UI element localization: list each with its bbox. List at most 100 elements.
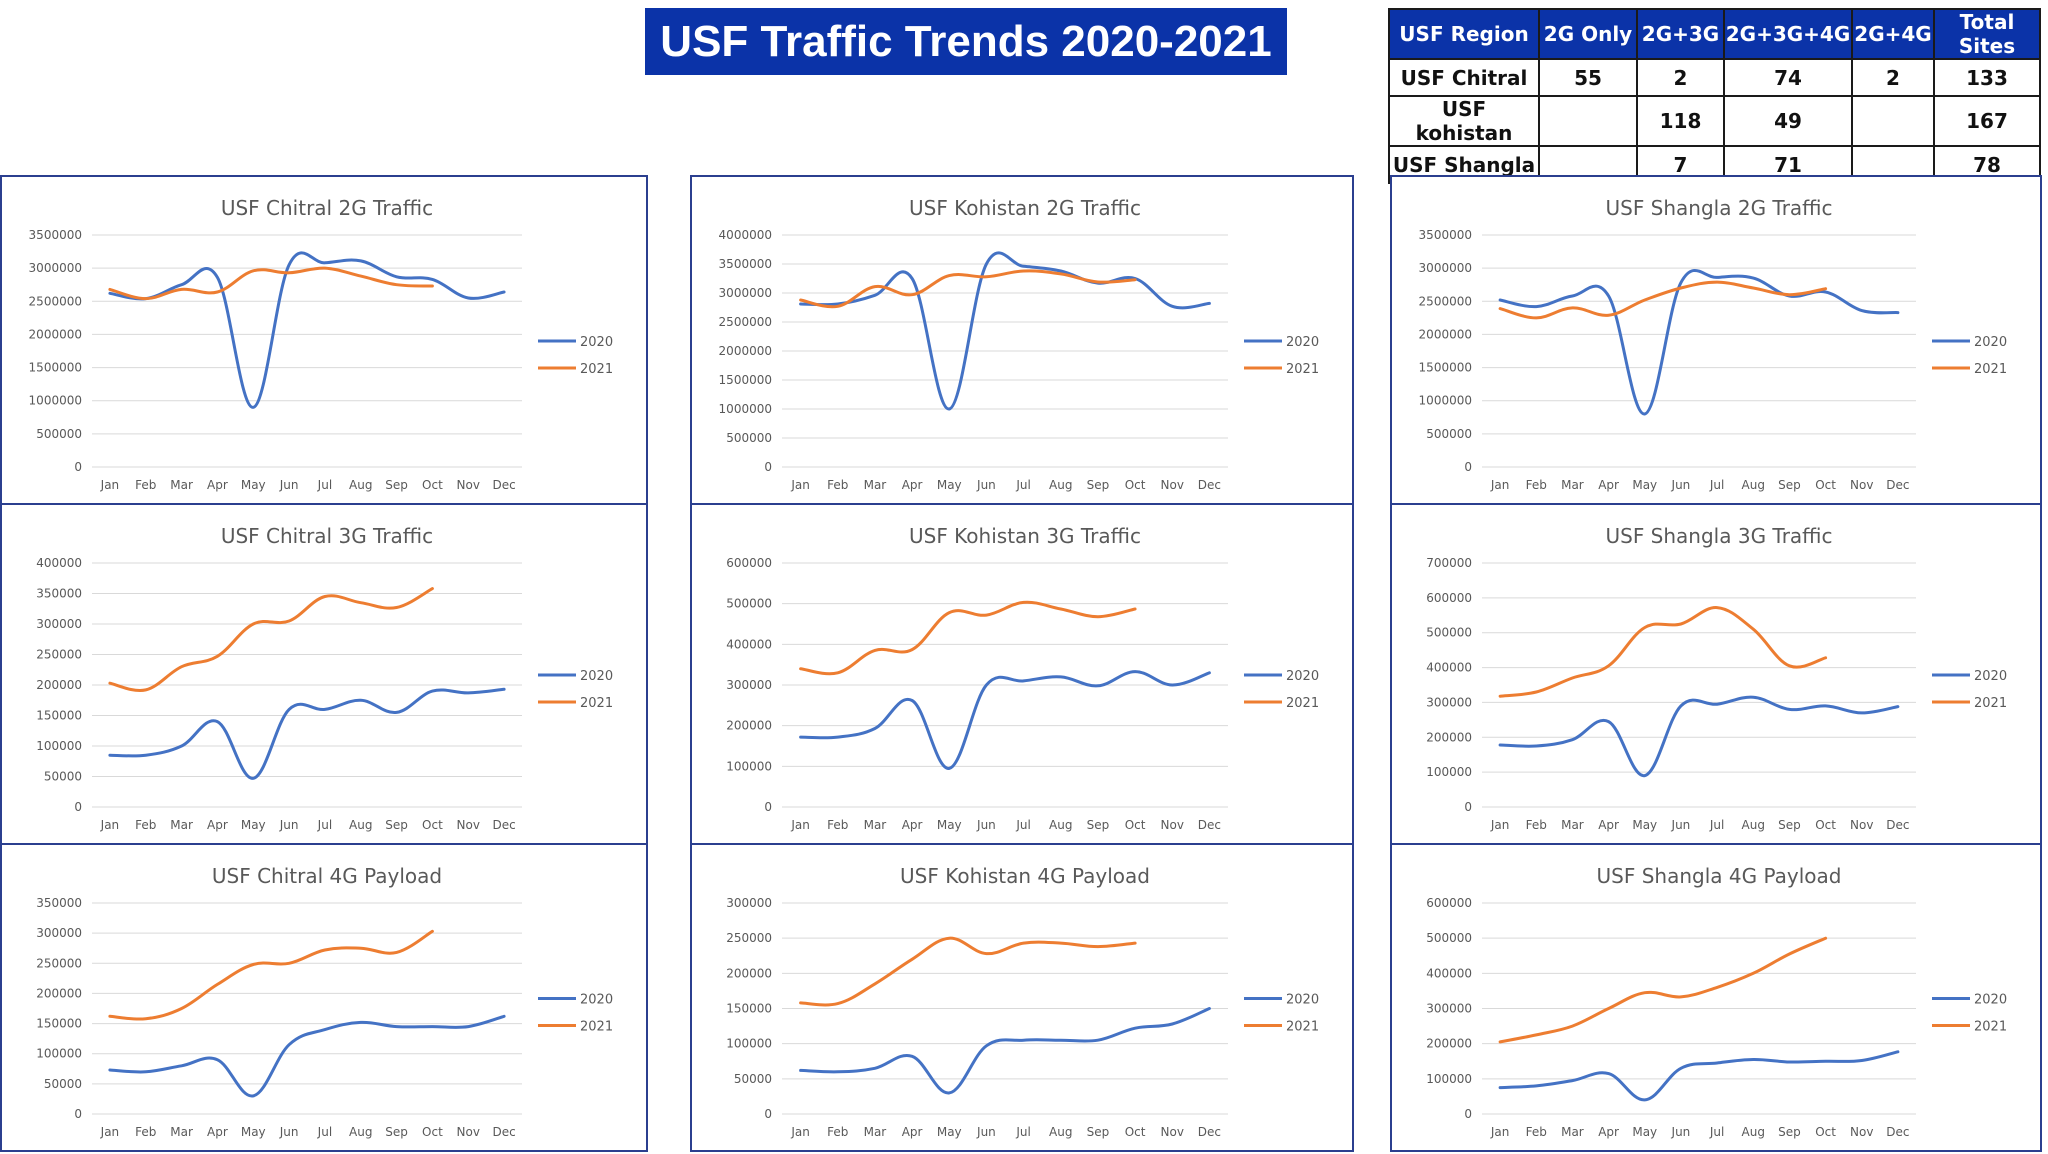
y-tick-label: 200000 [1426,1037,1472,1051]
x-tick-label: Apr [207,818,228,832]
legend-label: 2021 [580,362,613,377]
line-chart: USF Kohistan 4G Payload 0 50000 100000 15000… [726,864,1319,1139]
chart-title: USF Chitral 4G Payload [212,864,442,888]
x-tick-label: Oct [1125,1125,1146,1139]
x-tick-label: Dec [1198,1125,1221,1139]
x-tick-label: Mar [1561,818,1584,832]
chart-title: USF Kohistan 2G Traffic [909,196,1141,220]
x-tick-label: Aug [1049,478,1072,492]
x-tick-label: Jun [1671,818,1691,832]
x-tick-label: Aug [349,1125,372,1139]
x-tick-label: Dec [1886,818,1909,832]
y-tick-label: 2500000 [29,294,82,308]
y-tick-label: 100000 [726,1037,772,1051]
y-tick-label: 250000 [36,956,82,970]
x-tick-label: Sep [385,478,408,492]
x-tick-label: Nov [457,1125,480,1139]
legend-label: 2020 [580,993,613,1008]
x-tick-label: May [241,478,266,492]
chart-title: USF Kohistan 3G Traffic [909,524,1141,548]
x-tick-label: Oct [1125,478,1146,492]
x-tick-label: Jan [1490,1125,1510,1139]
line-chart: USF Kohistan 3G Traffic 0 100000 200000 3000… [726,524,1319,832]
series-line-2021 [1498,280,1828,320]
table-header-cell: 2G Only [1538,8,1638,60]
y-tick-label: 300000 [1426,1002,1472,1016]
line-chart: USF Kohistan 2G Traffic 0 500000 1000000 150… [719,196,1320,492]
table-cell: 2 [1636,58,1725,97]
legend-label: 2020 [580,669,613,684]
x-tick-label: Nov [1850,478,1873,492]
x-tick-label: Aug [1742,818,1765,832]
y-tick-label: 2000000 [1419,327,1472,341]
series-line-2020 [799,670,1211,770]
table-cell [1538,95,1638,147]
y-tick-label: 0 [74,800,82,814]
series-line-2020 [108,1014,506,1098]
x-tick-label: Oct [422,818,443,832]
table-cell: 74 [1723,58,1853,97]
y-tick-label: 1000000 [719,402,772,416]
y-tick-label: 400000 [726,637,772,651]
legend-label: 2021 [580,1020,613,1035]
x-tick-label: Sep [1778,478,1801,492]
x-tick-label: Nov [1161,818,1184,832]
page-title: USF Traffic Trends 2020-2021 [645,8,1287,75]
y-tick-label: 1000000 [1419,394,1472,408]
series-line-2021 [1498,936,1828,1044]
y-tick-label: 300000 [726,678,772,692]
x-tick-label: Mar [1561,478,1584,492]
y-tick-label: 200000 [726,966,772,980]
y-tick-label: 3500000 [1419,228,1472,242]
chart-panel: USF Kohistan 3G Traffic 0 100000 200000 3000… [690,503,1354,845]
y-tick-label: 2000000 [29,327,82,341]
y-tick-label: 0 [764,460,772,474]
series-line-2020 [799,251,1211,411]
table-header-cell: Total Sites [1933,8,2041,60]
x-tick-label: Apr [902,478,923,492]
x-tick-label: Feb [827,1125,848,1139]
legend-label: 2020 [1974,669,2007,684]
x-tick-label: Sep [1778,818,1801,832]
x-tick-label: May [937,818,962,832]
y-tick-label: 150000 [36,1017,82,1031]
table-header-row: USF Region 2G Only 2G+3G 2G+3G+4G 2G+4G … [1388,8,2041,60]
y-tick-label: 200000 [36,678,82,692]
y-tick-label: 200000 [726,719,772,733]
series-line-2021 [799,600,1137,676]
x-tick-label: May [937,1125,962,1139]
x-tick-label: Oct [1815,478,1836,492]
x-tick-label: Apr [902,818,923,832]
y-tick-label: 300000 [36,617,82,631]
table-cell [1851,95,1935,147]
x-tick-label: Oct [422,478,443,492]
x-tick-label: Jul [1709,818,1724,832]
y-tick-label: 600000 [1426,896,1472,910]
legend-label: 2020 [580,335,613,350]
legend-label: 2021 [1286,362,1319,377]
x-tick-label: Sep [385,818,408,832]
chart-panel: USF Shangla 4G Payload 0 100000 200000 30000… [1390,843,2042,1152]
y-tick-label: 1000000 [29,394,82,408]
legend-label: 2021 [1974,696,2007,711]
y-tick-label: 0 [74,1107,82,1121]
x-tick-label: Jan [100,478,120,492]
x-tick-label: Nov [457,478,480,492]
x-tick-label: Nov [1850,1125,1873,1139]
series-line-2021 [799,936,1137,1007]
x-tick-label: Dec [492,818,515,832]
x-tick-label: Aug [1742,478,1765,492]
x-tick-label: Dec [1886,1125,1909,1139]
table-cell: 2 [1851,58,1935,97]
x-tick-label: Jul [1015,478,1030,492]
x-tick-label: Jul [317,818,332,832]
x-tick-label: Feb [135,1125,156,1139]
x-tick-label: Oct [1125,818,1146,832]
series-line-2021 [108,929,434,1021]
y-tick-label: 100000 [726,759,772,773]
y-tick-label: 0 [764,800,772,814]
x-tick-label: Jan [1490,818,1510,832]
x-tick-label: Nov [457,818,480,832]
x-tick-label: Jul [317,478,332,492]
x-tick-label: Sep [385,1125,408,1139]
